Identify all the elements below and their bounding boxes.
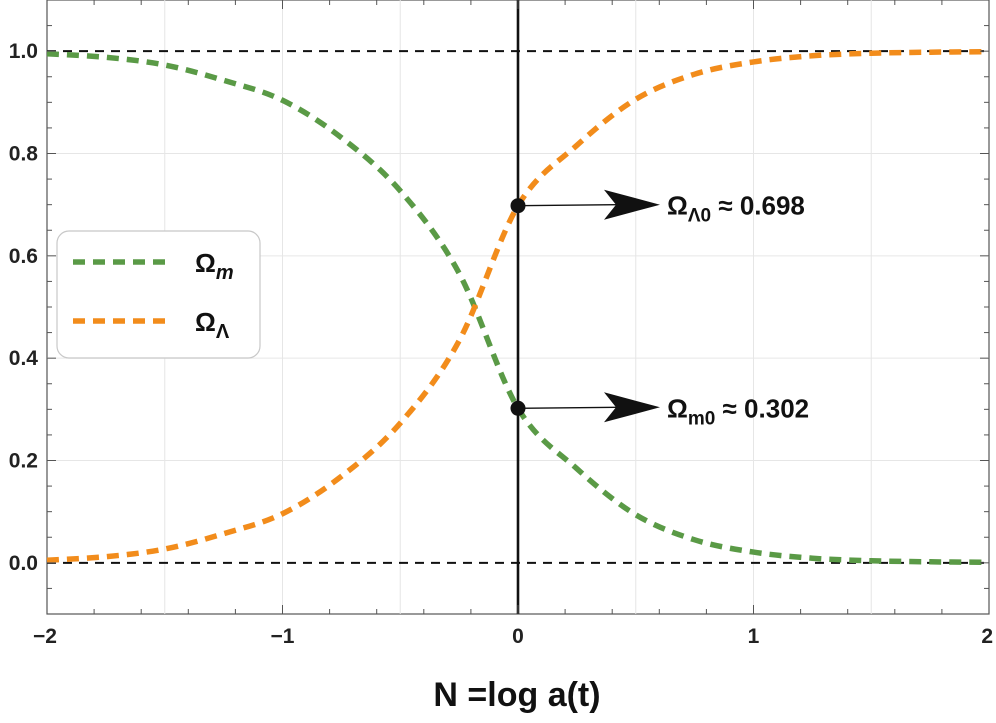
annotation-point-0	[510, 198, 526, 214]
axis-ticks: −2 −1 0 1 2 0.0 0.2 0.4 0.6 0.8 1.0	[9, 0, 993, 648]
legend-label-base: Ω	[195, 307, 216, 337]
legend-box	[56, 230, 261, 359]
series-layer	[46, 48, 990, 566]
x-tick-label: −1	[271, 625, 295, 648]
x-tick-label: −2	[33, 625, 57, 648]
legend-label-sub: m	[216, 262, 234, 284]
y-tick-label: 1.0	[9, 40, 38, 63]
series-line-0	[46, 50, 990, 566]
y-tick-label: 0.8	[9, 143, 39, 166]
reference-lines	[47, 0, 989, 614]
annotation-label-value: ≈ 0.698	[711, 191, 805, 221]
x-tick-label: 1	[748, 625, 760, 648]
annotation-label-base: Ω	[667, 191, 688, 221]
y-tick-label: 0.6	[9, 245, 38, 268]
x-tick-label: 0	[512, 625, 524, 648]
annotation-label-sub: Λ0	[688, 206, 711, 227]
annotation-arrow-head-0	[604, 189, 660, 220]
annotation-label-sub: m0	[688, 408, 715, 429]
annotation-arrow-shaft-1	[517, 406, 617, 409]
legend-label-0: Ωm	[195, 248, 234, 284]
y-tick-label: 0.2	[9, 450, 38, 473]
annotation-label-base: Ω	[667, 393, 688, 423]
annotation-point-1	[510, 400, 526, 416]
annotation-label-0: ΩΛ0 ≈ 0.698	[667, 191, 805, 227]
annotation-arrow-head-1	[604, 392, 660, 423]
annotation-label-1: Ωm0 ≈ 0.302	[667, 393, 809, 429]
x-axis-label: N =log a(t)	[433, 676, 600, 714]
series-line-1	[46, 48, 990, 564]
legend-label-sub: Λ	[216, 321, 230, 343]
x-tick-label: 2	[981, 625, 993, 648]
legend-label-1: ΩΛ	[195, 307, 230, 343]
y-tick-label: 0.4	[9, 347, 39, 370]
annotation-arrow-shaft-0	[517, 204, 617, 207]
legend-label-base: Ω	[195, 248, 216, 278]
annotation-label-value: ≈ 0.302	[715, 393, 809, 423]
y-tick-label: 0.0	[9, 552, 38, 575]
